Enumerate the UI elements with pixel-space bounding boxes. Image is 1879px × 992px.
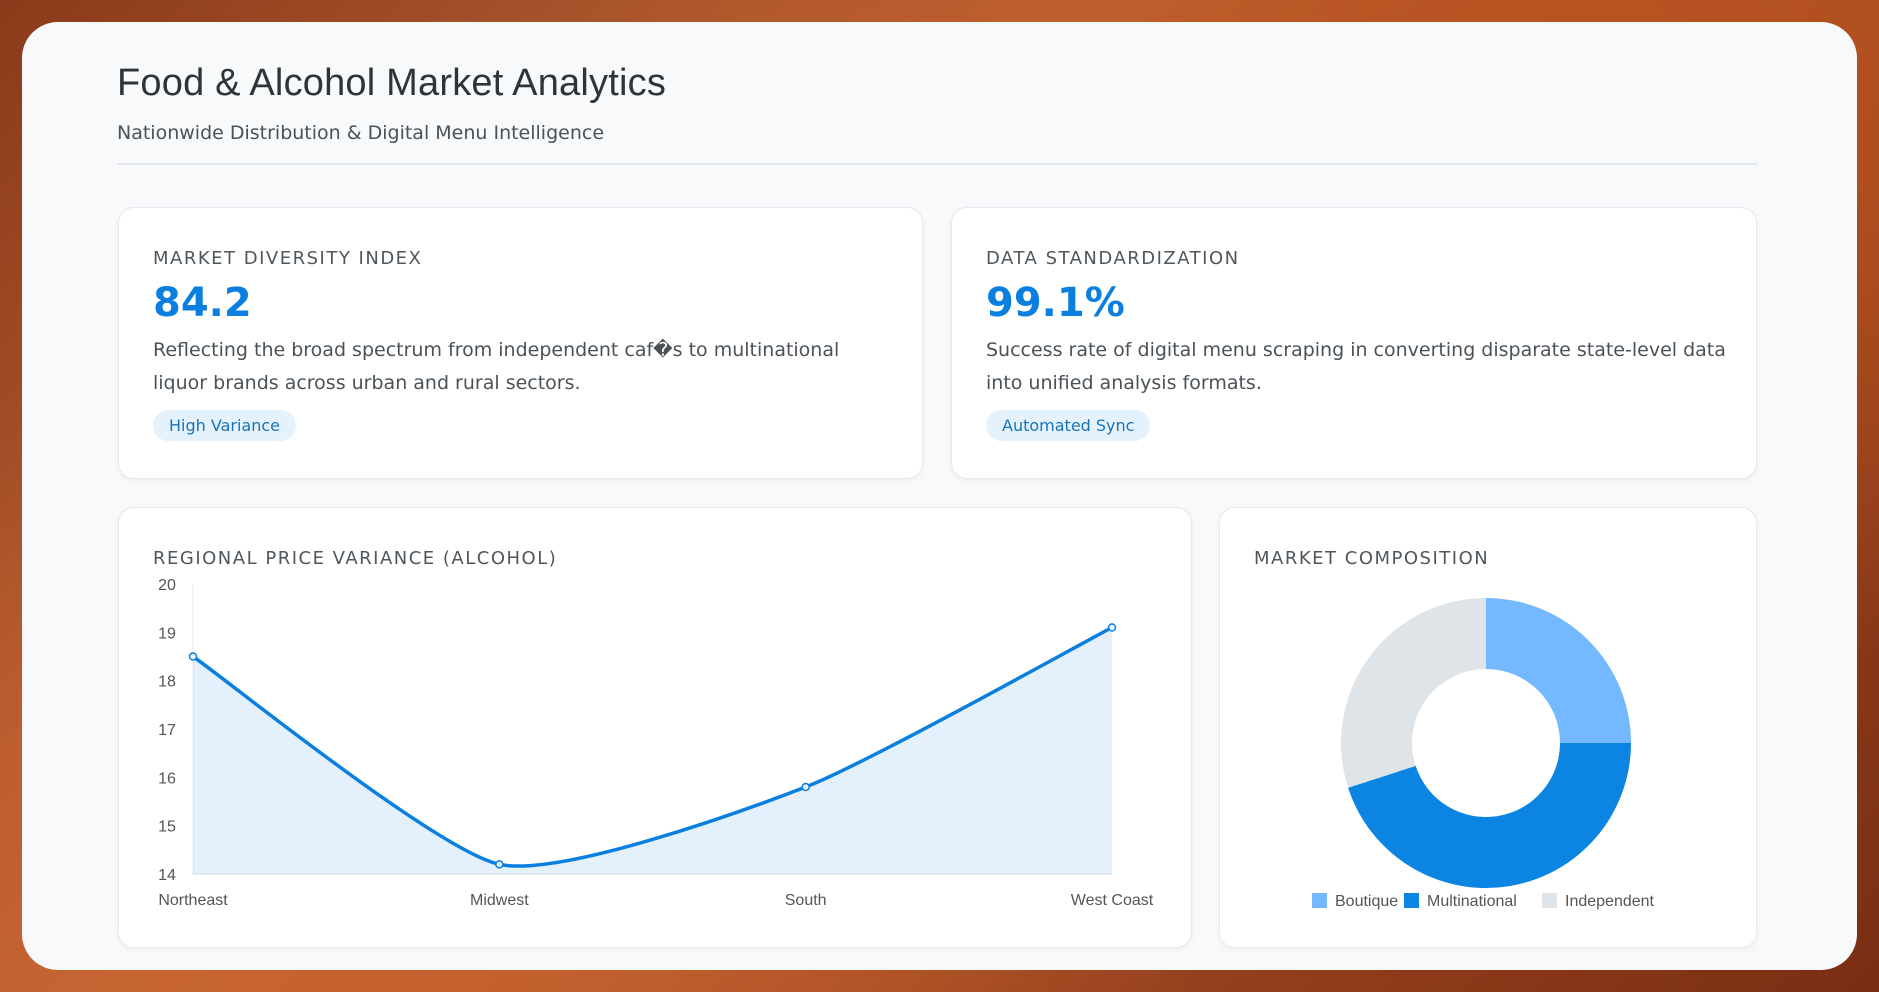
- legend-swatch: [1542, 893, 1557, 908]
- chart-title: MARKET COMPOSITION: [1254, 548, 1490, 569]
- chart-title: REGIONAL PRICE VARIANCE (ALCOHOL): [153, 548, 558, 569]
- donut-slice-boutique: [1486, 598, 1631, 743]
- card-description: Reflecting the broad spectrum from indep…: [153, 339, 840, 394]
- donut-slice-multinational: [1348, 743, 1631, 888]
- page-title: Food & Alcohol Market Analytics: [117, 62, 667, 104]
- data-point: [1107, 623, 1117, 632]
- y-tick-label: 20: [158, 577, 176, 594]
- card-value: 84.2: [153, 280, 252, 326]
- data-standardization-card: DATA STANDARDIZATION 99.1% Success rate …: [951, 207, 1757, 479]
- market-composition-chart: Boutique Multinational Independent: [1312, 598, 1655, 910]
- page-subtitle: Nationwide Distribution & Digital Menu I…: [117, 122, 605, 144]
- card-label: DATA STANDARDIZATION: [986, 248, 1240, 269]
- legend-label: Multinational: [1427, 893, 1517, 910]
- dashboard-panel: Food & Alcohol Market Analytics Nationwi…: [22, 22, 1857, 970]
- data-point: [801, 782, 810, 792]
- divider: [117, 163, 1757, 165]
- x-tick-label: Northeast: [158, 892, 228, 909]
- price-variance-chart: 14 15 16 17 18 19 20 Northeast Midwest South West …: [158, 577, 1154, 909]
- area-fill: [193, 627, 1112, 874]
- card-value: 99.1%: [986, 280, 1125, 326]
- legend-label: Independent: [1565, 893, 1655, 910]
- status-badge: Automated Sync: [986, 410, 1151, 441]
- y-tick-label: 15: [158, 819, 176, 836]
- y-tick-label: 18: [158, 674, 176, 691]
- y-tick-label: 17: [158, 722, 176, 739]
- card-description: Success rate of digital menu scraping in…: [986, 339, 1726, 394]
- y-tick-label: 19: [158, 625, 176, 642]
- card-label: MARKET DIVERSITY INDEX: [153, 248, 423, 269]
- y-tick-label: 16: [158, 770, 176, 787]
- legend-swatch: [1312, 893, 1327, 908]
- legend-label: Boutique: [1335, 893, 1398, 910]
- market-diversity-card: MARKET DIVERSITY INDEX 84.2 Reflecting t…: [118, 207, 923, 479]
- series-line: [192, 625, 1113, 868]
- donut-slice-independent: [1341, 598, 1486, 788]
- x-tick-label: South: [785, 892, 827, 909]
- x-tick-label: West Coast: [1071, 892, 1154, 909]
- status-badge: High Variance: [153, 410, 296, 441]
- market-composition-card: MARKET COMPOSITION Boutique Multinational…: [1219, 507, 1757, 948]
- data-point: [495, 860, 504, 869]
- legend-swatch: [1404, 893, 1419, 908]
- y-tick-label: 14: [158, 867, 176, 884]
- data-point: [188, 652, 198, 661]
- x-tick-label: Midwest: [470, 892, 529, 909]
- price-variance-card: REGIONAL PRICE VARIANCE (ALCOHOL) 14 15 16…: [118, 507, 1192, 948]
